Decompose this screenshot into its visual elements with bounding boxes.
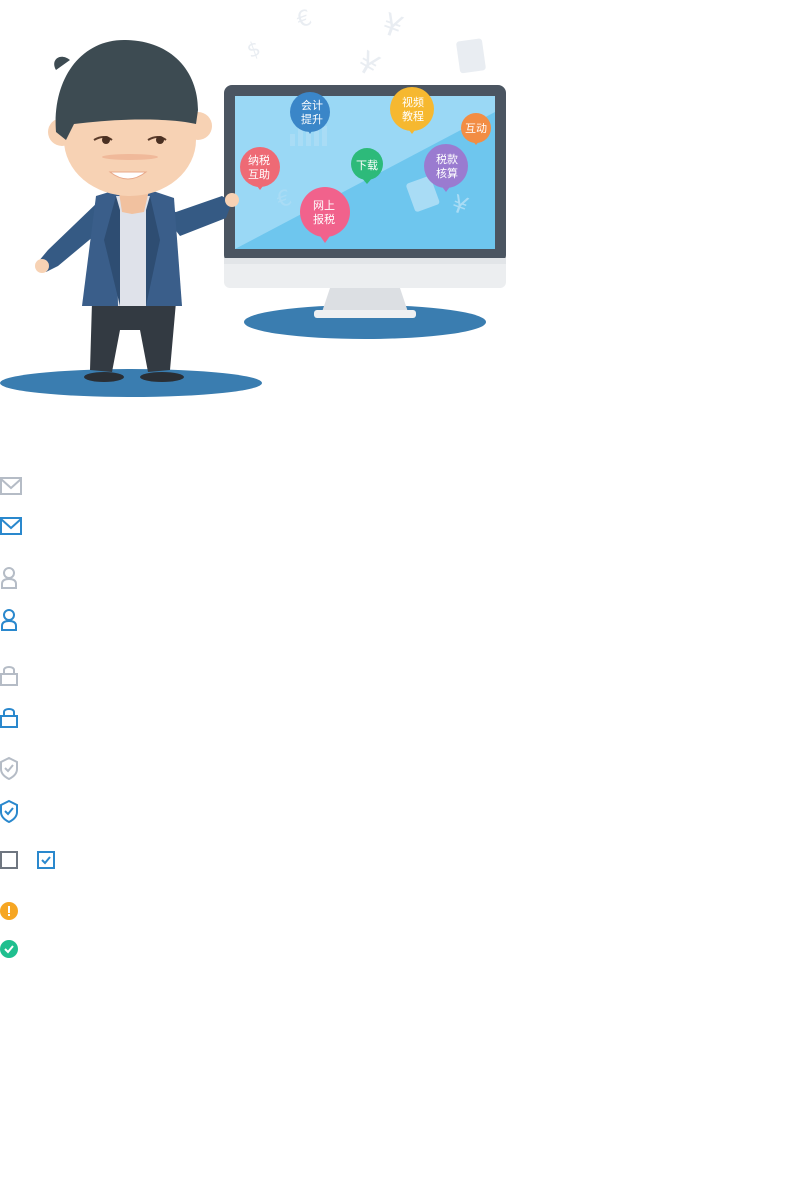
bubble-line: 网上 [313,199,335,212]
bubble-line: 会计 [301,99,323,112]
icon-row-shield-active [0,799,24,823]
bubble-line: 税款 [436,152,458,166]
bubble-line: 教程 [402,110,424,123]
icon-row-mail-active [0,515,24,539]
icon-row-user-default [0,566,24,590]
checkbox-unchecked-icon[interactable] [0,850,20,870]
svg-text:$: $ [244,36,264,63]
bubble-line: 提升 [301,113,323,126]
svg-text:€: € [294,5,316,33]
mail-icon [0,477,22,495]
cartoon-presenter [35,40,239,382]
bubble-mutual: 纳税 互助 [240,147,280,190]
bubble-line: 核算 [436,166,458,180]
bubble-video: 视频 教程 [390,87,434,134]
mail-icon [0,517,22,535]
warning-icon [0,902,18,920]
user-icon [1,609,17,631]
svg-text:¥: ¥ [377,7,407,46]
icon-row-lock-default [0,663,24,687]
hero-illustration: € ¥ ¥ $ € ¥ 会计 提升 [0,5,506,397]
lock-icon [0,666,18,686]
floor-shadow-person [0,369,262,397]
checkbox-checked-icon[interactable] [37,850,57,870]
icon-row-lock-active [0,705,24,729]
icon-row-mail-default [0,475,24,499]
bubble-line: 报税 [313,212,335,226]
shield-check-icon [0,756,18,780]
icon-row-success [0,939,24,963]
icon-row-warning [0,901,24,925]
bubble-line: 互助 [248,167,270,181]
shield-check-icon [0,799,18,823]
bubble-line: 纳税 [248,153,270,167]
bubble-online: 网上 报税 [300,187,350,243]
bubble-line: 下载 [356,159,378,172]
bubble-accounting: 会计 提升 [290,92,330,134]
bubble-tax: 税款 核算 [424,144,468,192]
icon-row-user-active [0,608,24,632]
bubble-line: 视频 [402,95,424,109]
lock-icon [0,708,18,728]
user-icon [1,567,17,589]
background-decorations: € ¥ ¥ $ [244,5,486,85]
svg-text:¥: ¥ [351,45,385,85]
bubble-download: 下载 [351,148,383,184]
bubble-line: 互动 [465,122,487,135]
bubble-interact: 互动 [461,113,491,145]
icon-row-checkboxes [0,850,60,874]
icon-row-shield-default [0,756,24,780]
success-icon [0,940,18,958]
floor-shadow-monitor [244,305,486,339]
